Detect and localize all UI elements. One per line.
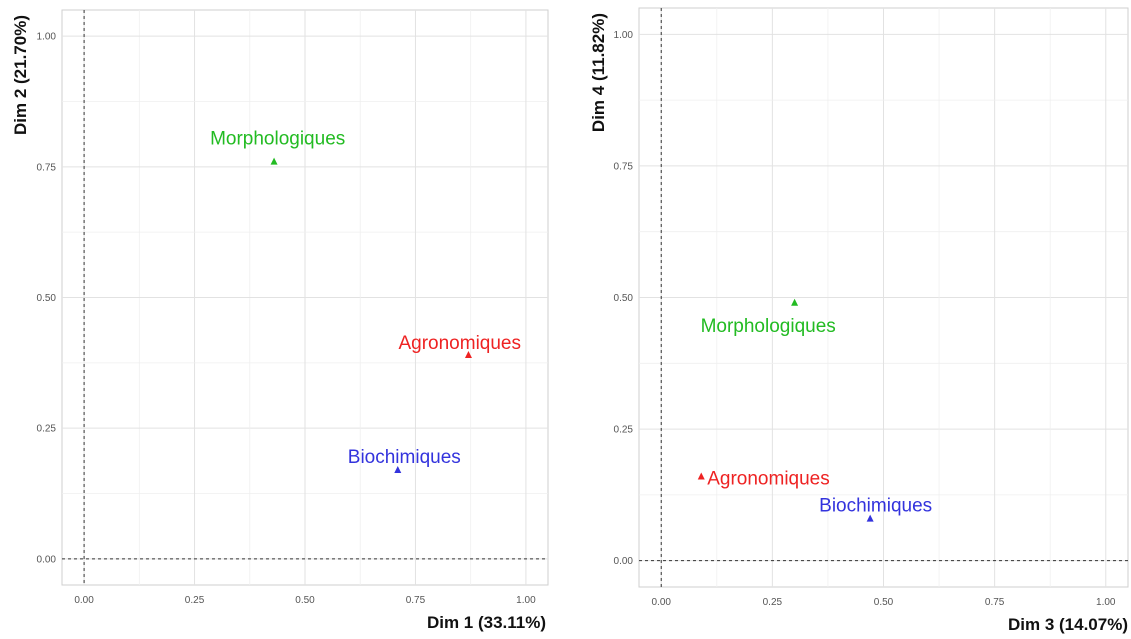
scatter-chart-1: 0.00 0.25 0.50 0.75 1.00 0.00 0.25 0.50 0.75 1.00… xyxy=(11,9,549,632)
data-point-agronomiques xyxy=(697,472,705,480)
y-axis-title: Dim 4 (11.82%) xyxy=(589,13,608,132)
y-tick-label: 0.00 xyxy=(614,556,634,567)
y-tick-label: 0.00 xyxy=(37,554,57,565)
x-tick-label: 0.75 xyxy=(985,597,1005,608)
data-point-biochimiques xyxy=(866,514,874,522)
y-tick-label: 0.75 xyxy=(37,162,57,173)
scatter-chart-2: 0.00 0.25 0.50 0.75 1.00 0.00 0.25 0.50 0.75 1.00… xyxy=(589,7,1129,634)
x-tick-label: 0.25 xyxy=(185,595,205,606)
y-tick-label: 1.00 xyxy=(37,32,57,43)
y-tick-label: 0.25 xyxy=(614,425,634,436)
x-axis-title: Dim 3 (14.07%) xyxy=(1008,615,1128,634)
x-tick-label: 0.50 xyxy=(295,595,315,606)
x-tick-label: 0.50 xyxy=(874,597,894,608)
x-tick-label: 1.00 xyxy=(516,595,536,606)
chart-panel-dim3-dim4: 0.00 0.25 0.50 0.75 1.00 0.00 0.25 0.50 0.75 1.00… xyxy=(585,0,1131,639)
y-tick-label: 0.25 xyxy=(37,424,57,435)
data-label-morphologiques: Morphologiques xyxy=(701,316,836,337)
data-label-morphologiques: Morphologiques xyxy=(210,129,345,150)
y-tick-label: 1.00 xyxy=(614,30,634,41)
data-point-biochimiques xyxy=(394,466,402,473)
x-tick-label: 0.25 xyxy=(763,597,783,608)
chart-panel-dim1-dim2: 0.00 0.25 0.50 0.75 1.00 0.00 0.25 0.50 0.75 1.00… xyxy=(0,0,560,639)
data-point-morphologiques xyxy=(270,157,278,165)
y-axis-title: Dim 2 (21.70%) xyxy=(11,15,30,135)
data-point-morphologiques xyxy=(791,298,799,306)
x-tick-label: 0.00 xyxy=(74,595,94,606)
y-tick-label: 0.50 xyxy=(37,293,57,304)
x-tick-label: 1.00 xyxy=(1096,597,1116,608)
x-axis-title: Dim 1 (33.11%) xyxy=(427,613,546,632)
y-tick-label: 0.75 xyxy=(614,161,634,172)
data-label-agronomiques: Agronomiques xyxy=(398,333,521,354)
data-label-agronomiques: Agronomiques xyxy=(707,468,830,489)
data-label-biochimiques: Biochimiques xyxy=(819,496,932,517)
data-label-biochimiques: Biochimiques xyxy=(348,447,461,468)
data-point-agronomiques xyxy=(464,351,472,358)
x-tick-label: 0.00 xyxy=(651,597,671,608)
x-tick-label: 0.75 xyxy=(406,595,426,606)
y-tick-label: 0.50 xyxy=(614,293,634,304)
